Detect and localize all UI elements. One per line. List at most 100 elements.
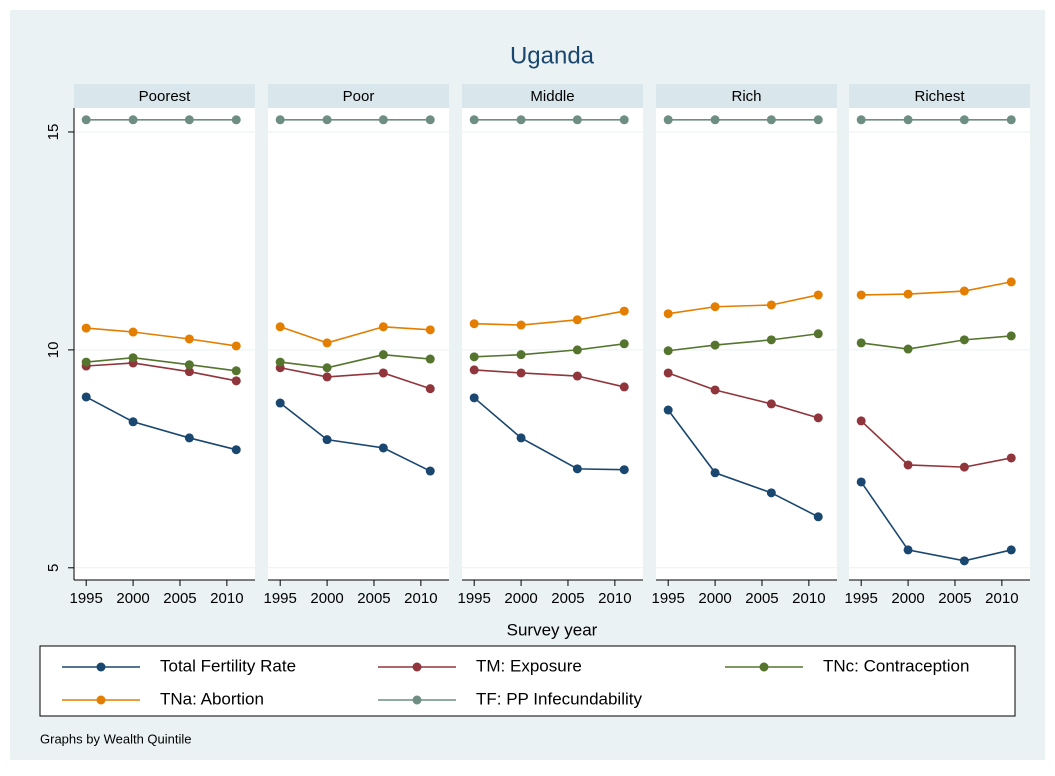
data-point (813, 290, 823, 300)
panel-header (462, 84, 643, 108)
data-point (663, 405, 673, 415)
data-point (128, 353, 138, 363)
x-tick-label: 1995 (845, 590, 878, 607)
data-point (710, 468, 720, 478)
data-point (184, 433, 194, 443)
x-tick-label: 2010 (210, 590, 243, 607)
x-tick-label: 2010 (404, 590, 437, 607)
data-point (231, 341, 241, 351)
legend-label: TM: Exposure (476, 656, 582, 675)
data-point (903, 545, 913, 555)
data-point (710, 115, 720, 125)
data-point (663, 115, 673, 125)
plot-area (656, 108, 837, 580)
data-point (903, 115, 913, 125)
x-tick-label: 2005 (745, 590, 778, 607)
data-point (81, 115, 91, 125)
series-line (279, 325, 431, 344)
data-point (425, 354, 435, 364)
data-point (231, 115, 241, 125)
data-point (425, 325, 435, 335)
data-point (663, 309, 673, 319)
data-point (710, 340, 720, 350)
data-point (81, 357, 91, 367)
panel-title: Richest (914, 88, 965, 105)
x-tick-label: 2010 (985, 590, 1018, 607)
series-line (280, 353, 431, 369)
x-tick-label: 1995 (652, 590, 685, 607)
series-line (474, 310, 625, 326)
legend-label: TNa: Abortion (160, 689, 264, 708)
data-point (959, 286, 969, 296)
data-point (813, 512, 823, 522)
data-point (184, 367, 194, 377)
panel-title: Poorest (139, 88, 192, 105)
series-line (668, 294, 819, 315)
legend-box (39, 645, 1016, 717)
data-point (766, 399, 776, 409)
series-line (667, 409, 819, 518)
y-tick-label: 10 (45, 342, 62, 359)
data-point (516, 433, 526, 443)
data-point (469, 393, 479, 403)
data-point (572, 315, 582, 325)
data-point (425, 115, 435, 125)
data-point (275, 322, 285, 332)
data-point (663, 368, 673, 378)
data-point (619, 339, 629, 349)
x-tick-label: 2010 (792, 590, 825, 607)
data-point (378, 443, 388, 453)
data-point (231, 445, 241, 455)
data-point (903, 344, 913, 354)
note: Graphs by Wealth Quintile (40, 731, 192, 746)
panel-header (849, 84, 1030, 108)
legend-marker (96, 695, 106, 705)
panel-header (268, 84, 449, 108)
data-point (959, 462, 969, 472)
x-tick-label: 1995 (264, 590, 297, 607)
series-line (474, 342, 625, 358)
data-point (959, 556, 969, 566)
data-point (710, 302, 720, 312)
x-tick-label: 1995 (458, 590, 491, 607)
data-point (128, 115, 138, 125)
x-tick-label: 2000 (310, 590, 343, 607)
data-point (81, 392, 91, 402)
data-point (516, 368, 526, 378)
x-tick-label: 2005 (163, 590, 196, 607)
x-tick-label: 2005 (938, 590, 971, 607)
data-point (275, 398, 285, 408)
data-point (619, 306, 629, 316)
y-tick-label: 5 (45, 564, 62, 572)
data-point (766, 488, 776, 498)
data-point (322, 338, 332, 348)
panel-title: Middle (530, 88, 574, 105)
panel-header (74, 84, 255, 108)
data-point (856, 477, 866, 487)
data-point (572, 345, 582, 355)
series-line (279, 402, 431, 472)
data-point (378, 350, 388, 360)
x-tick-label: 2010 (598, 590, 631, 607)
series-line (860, 420, 1012, 468)
series-line (86, 362, 237, 382)
data-point (322, 435, 332, 445)
panel-title: Rich (731, 88, 761, 105)
data-point (1006, 277, 1016, 287)
x-tick-label: 2000 (116, 590, 149, 607)
data-point (1006, 331, 1016, 341)
data-point (184, 360, 194, 370)
series-line (280, 366, 431, 390)
x-tick-label: 2000 (504, 590, 537, 607)
data-point (766, 115, 776, 125)
data-point (425, 384, 435, 394)
data-point (1006, 453, 1016, 463)
series-line (861, 281, 1012, 296)
data-point (959, 335, 969, 345)
data-point (184, 334, 194, 344)
data-point (231, 376, 241, 386)
data-point (128, 417, 138, 427)
x-tick-label: 2005 (357, 590, 390, 607)
x-tick-label: 2005 (551, 590, 584, 607)
data-point (425, 466, 435, 476)
